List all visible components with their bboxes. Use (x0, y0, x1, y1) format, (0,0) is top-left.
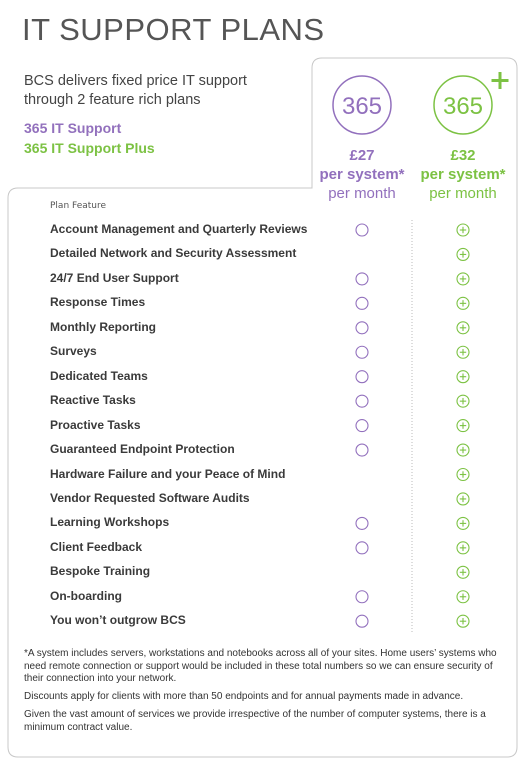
included-icon (456, 394, 470, 408)
included-icon (456, 565, 470, 579)
included-icon (355, 321, 369, 335)
included-icon (355, 443, 369, 457)
plan-unit: per system* (319, 166, 405, 183)
feature-label: On-boarding (50, 588, 122, 603)
page-title: IT SUPPORT PLANS (22, 12, 325, 47)
feature-label: Reactive Tasks (50, 393, 136, 408)
plan-unit: per system* (420, 166, 506, 183)
included-icon (355, 345, 369, 359)
included-icon (355, 223, 369, 237)
feature-label: Hardware Failure and your Peace of Mind (50, 466, 286, 481)
included-icon (456, 321, 470, 335)
icon-ring (456, 541, 470, 555)
plan-price: £32 (450, 147, 476, 164)
plan-badge-text: 365 (342, 93, 382, 120)
icon-ring (355, 345, 369, 359)
icon-ring (355, 516, 369, 530)
feature-label: Dedicated Teams (50, 368, 148, 383)
feature-label: Proactive Tasks (50, 417, 141, 432)
included-icon (456, 296, 470, 310)
icon-ring (355, 419, 369, 433)
feature-label: Response Times (50, 295, 146, 310)
icon-ring (355, 272, 369, 286)
icon-ring (355, 296, 369, 310)
included-icon (456, 443, 470, 457)
table-header: Plan Feature (50, 201, 107, 211)
included-icon (456, 467, 470, 482)
plus-badge (491, 72, 509, 89)
included-icon (456, 370, 470, 384)
included-icon (456, 419, 470, 433)
plan-badge (332, 75, 392, 135)
icon-ring (355, 223, 369, 237)
icon-ring (456, 516, 470, 530)
plan-period: per month (429, 185, 497, 202)
included-icon (456, 345, 470, 359)
icon-ring (456, 467, 470, 482)
included-icon (355, 516, 369, 530)
included-icon (456, 492, 470, 506)
icon-ring (355, 590, 369, 604)
plan-name: 365 IT Support (24, 120, 122, 136)
icon-ring (355, 443, 369, 457)
feature-label: Account Management and Quarterly Reviews (50, 222, 308, 236)
included-icon (456, 247, 470, 261)
icon-ring (456, 345, 470, 359)
plan-frame (7, 57, 518, 758)
footnote: *A system includes servers, workstations… (24, 648, 497, 684)
included-icon (456, 541, 470, 555)
feature-label: Vendor Requested Software Audits (50, 490, 250, 505)
included-icon (355, 394, 369, 408)
plan-period: per month (328, 185, 396, 202)
included-icon (355, 370, 369, 384)
included-icon (355, 541, 369, 555)
icon-ring (456, 272, 470, 286)
feature-label: Surveys (50, 344, 97, 359)
feature-label: Guaranteed Endpoint Protection (50, 442, 235, 457)
feature-label: Detailed Network and Security Assessment (50, 246, 297, 261)
included-icon (355, 296, 369, 310)
icon-ring (355, 614, 369, 628)
included-icon (355, 614, 369, 628)
feature-label: You won’t outgrow BCS (50, 613, 186, 628)
feature-label: 24/7 End User Support (50, 270, 179, 285)
included-icon (456, 223, 470, 237)
icon-ring (456, 296, 470, 310)
icon-ring (456, 565, 470, 579)
included-icon (456, 516, 470, 530)
icon-ring (456, 394, 470, 408)
feature-label: Learning Workshops (50, 515, 170, 530)
footnote: Discounts apply for clients with more th… (24, 691, 464, 702)
feature-label: Monthly Reporting (50, 319, 156, 334)
feature-label: Client Feedback (50, 539, 143, 554)
plan-badge-text: 365 (443, 93, 483, 120)
included-icon (355, 419, 369, 433)
included-icon (355, 590, 369, 604)
icon-ring (456, 614, 470, 628)
icon-ring (355, 394, 369, 408)
icon-ring (456, 419, 470, 433)
icon-ring (456, 443, 470, 457)
intro-text: BCS delivers fixed price IT support thro… (24, 73, 247, 108)
icon-ring (355, 321, 369, 335)
plan-badge (433, 75, 493, 135)
included-icon (355, 272, 369, 286)
included-icon (456, 272, 470, 286)
footnote: Given the vast amount of services we pro… (24, 709, 486, 733)
icon-ring (456, 590, 470, 604)
icon-ring (456, 223, 470, 237)
icon-ring (456, 247, 470, 261)
icon-ring (456, 370, 470, 384)
icon-ring (355, 370, 369, 384)
plan-price: £27 (349, 147, 375, 164)
plan-name: 365 IT Support Plus (24, 140, 155, 156)
included-icon (456, 590, 470, 604)
icon-ring (355, 541, 369, 555)
included-icon (456, 614, 470, 628)
icon-ring (456, 321, 470, 335)
icon-ring (456, 492, 470, 506)
feature-label: Bespoke Training (50, 564, 151, 579)
